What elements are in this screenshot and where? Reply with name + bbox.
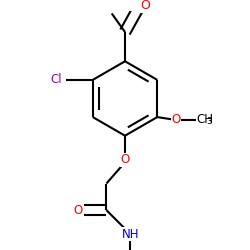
Text: O: O: [171, 113, 180, 126]
Text: CH: CH: [196, 113, 213, 126]
Text: NH: NH: [122, 228, 139, 240]
Text: 3: 3: [206, 118, 212, 126]
Text: O: O: [74, 204, 83, 217]
Text: O: O: [140, 0, 150, 12]
Text: O: O: [120, 153, 130, 166]
Text: Cl: Cl: [50, 74, 62, 86]
